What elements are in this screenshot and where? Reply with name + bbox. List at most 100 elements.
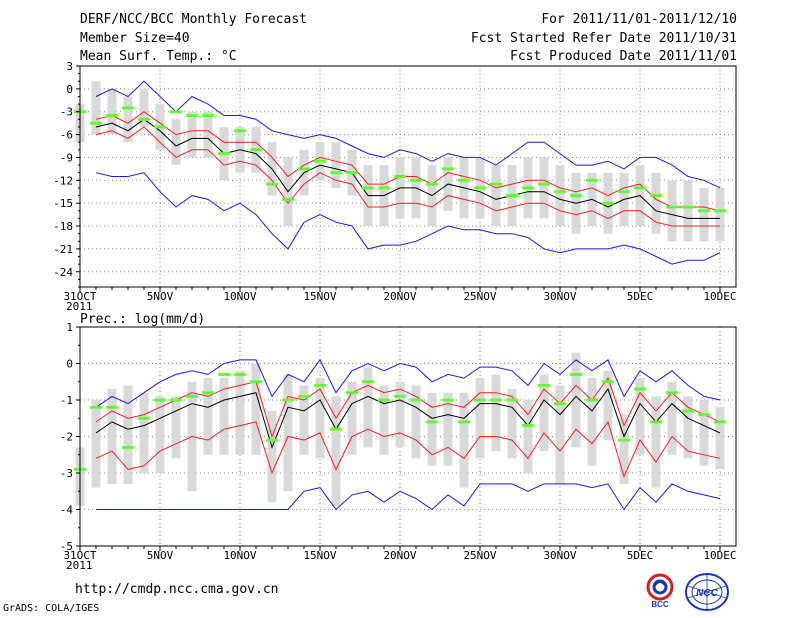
panel1-ensemble-box — [171, 119, 181, 166]
panel1-observation-mark — [218, 152, 230, 156]
panel2-observation-mark — [522, 424, 534, 428]
panel1-ytick-label: -3 — [60, 106, 73, 119]
panel1-observation-mark — [234, 129, 246, 133]
panel1-observation-mark — [330, 171, 342, 175]
panel2-observation-mark — [266, 438, 278, 442]
panel2-ensemble-box — [667, 381, 677, 455]
panel2-ensemble-box — [683, 396, 693, 459]
panel2-observation-mark — [474, 398, 486, 402]
panel2-ensemble-box — [155, 396, 165, 473]
panel1-observation-mark — [602, 201, 614, 205]
panel2-observation-mark — [410, 398, 422, 402]
panel1-observation-mark — [202, 114, 214, 118]
panel1-observation-mark — [458, 178, 470, 182]
panel1-observation-mark — [282, 197, 294, 201]
ncc-logo: NCC — [685, 573, 729, 611]
panel1-xtick-label: 20NOV — [383, 290, 416, 303]
panel1-ensemble-box — [139, 88, 149, 127]
panel1-minimum-line — [95, 172, 721, 265]
panel2-upper-spread-line — [95, 377, 721, 439]
panel2-observation-mark — [106, 405, 118, 409]
bcc-logo: BCC — [646, 573, 674, 609]
panel2-observation-mark — [282, 398, 294, 402]
panel2-ensemble-box — [203, 378, 213, 455]
panel1-ensemble-mean-line — [95, 118, 720, 219]
panel1-observation-mark — [378, 186, 390, 190]
panel1-xtick-label: 5NOV — [147, 290, 174, 303]
panel1-observation-mark — [682, 205, 694, 209]
panel2-ensemble-box — [635, 378, 645, 455]
panel1-observation-mark — [522, 186, 534, 190]
forecast-start-date: Fcst Started Refer Date 2011/10/31 — [470, 31, 737, 46]
panel2-ytick-label: -2 — [60, 431, 73, 444]
panel2-observation-mark — [186, 394, 198, 398]
source-url[interactable]: http://cmdp.ncc.cma.gov.cn — [75, 582, 279, 597]
panel2-ensemble-box — [523, 400, 533, 473]
panel2-observation-mark — [426, 420, 438, 424]
panel2-observation-mark — [362, 380, 374, 384]
panel2-ensemble-box — [267, 410, 277, 503]
panel2-observation-mark — [602, 380, 614, 384]
panel2-ensemble-box — [123, 385, 133, 484]
panel2-observation-mark — [250, 380, 262, 384]
panel1-lower-spread-line — [95, 126, 720, 227]
panel1-ensemble-box — [651, 172, 661, 234]
panel2-ensemble-box — [507, 389, 517, 459]
panel1-ytick-label: -12 — [53, 174, 73, 187]
panel2-observation-mark — [506, 398, 518, 402]
panel1-ensemble-box — [683, 180, 693, 242]
panel1-ensemble-box — [91, 81, 101, 135]
panel2-observation-mark — [90, 405, 102, 409]
forecast-produced-date: Fcst Produced Date 2011/11/01 — [510, 49, 737, 64]
panel1-observation-mark — [186, 114, 198, 118]
forecast-period: For 2011/11/01-2011/12/10 — [541, 12, 737, 27]
panel2-ensemble-box — [619, 414, 629, 484]
panel2-ensemble-box — [411, 385, 421, 459]
member-size-label: Member Size=40 — [80, 31, 190, 46]
panel1-ytick-label: 3 — [66, 60, 73, 73]
panel2-ensemble-box — [699, 400, 709, 466]
panel1-ensemble-box — [699, 187, 709, 242]
panel2-ensemble-box — [139, 392, 149, 473]
panel2-xtick-label: 5DEC — [627, 549, 654, 562]
panel1-observation-mark — [346, 171, 358, 175]
panel1-observation-mark — [250, 148, 262, 152]
panel1-ensemble-box — [331, 142, 341, 188]
panel2-observation-mark — [154, 398, 166, 402]
panel1-observation-mark — [394, 175, 406, 178]
panel1-observation-mark — [122, 106, 134, 110]
panel2-observation-mark — [298, 394, 310, 398]
panel2-observation-mark — [442, 398, 454, 402]
panel1-ensemble-box — [555, 165, 565, 227]
panel1-observation-mark — [298, 167, 310, 171]
panel2-xtick-label: 15NOV — [303, 549, 336, 562]
panel2-xtick-label: 10NOV — [223, 549, 256, 562]
panel1-ytick-label: -9 — [60, 151, 73, 164]
panel2-ensemble-box — [555, 385, 565, 484]
panel2-ytick-label: 1 — [66, 321, 73, 334]
grads-credit: GrADS: COLA/IGES — [3, 603, 100, 614]
panel1-observation-mark — [714, 209, 726, 213]
panel1-xtick-label: 30NOV — [543, 290, 576, 303]
panel2-observation-mark — [538, 383, 550, 387]
panel1-ensemble-box — [715, 187, 725, 242]
chart-title: DERF/NCC/BCC Monthly Forecast — [80, 12, 307, 27]
panel2-ensemble-box — [331, 396, 341, 506]
panel2-ensemble-box — [315, 378, 325, 459]
panel2-observation-mark — [698, 413, 710, 417]
panel1-maximum-line — [95, 80, 721, 189]
panel2-xtick-label: 5NOV — [147, 549, 174, 562]
panel2-minimum-line — [96, 483, 721, 511]
panel2-ensemble-box — [283, 374, 293, 492]
panel1-ensemble-box — [187, 111, 197, 158]
panel2-observation-mark — [122, 445, 134, 449]
panel2-xtick-label: 31OCT — [63, 549, 96, 562]
panel1-upper-spread-line — [95, 111, 721, 212]
panel2-xtick-label: 20NOV — [383, 549, 416, 562]
panel2-observation-mark — [666, 391, 678, 395]
panel2-ensemble-box — [443, 392, 453, 466]
panel2-ensemble-box — [171, 396, 181, 459]
panel1-ytick-label: -18 — [53, 220, 73, 233]
panel2-ytick-label: -1 — [60, 394, 73, 407]
